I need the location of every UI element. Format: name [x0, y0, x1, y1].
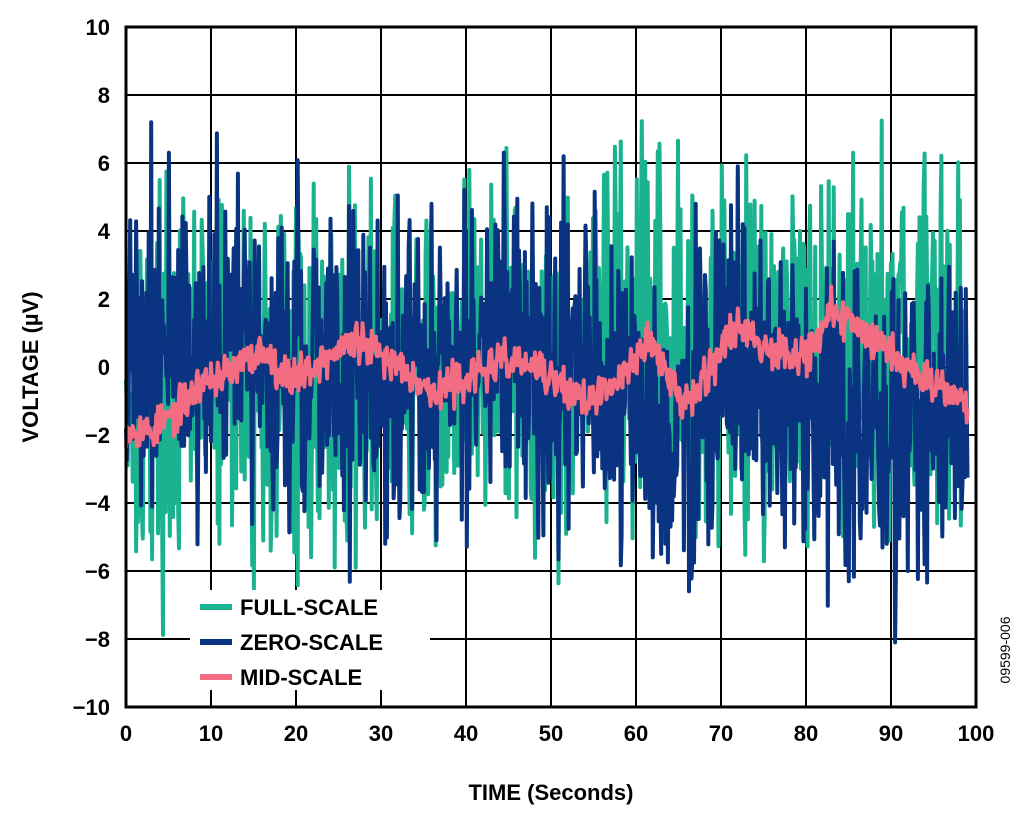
y-tick-label: 8 — [98, 83, 110, 108]
legend: FULL-SCALE ZERO-SCALE MID-SCALE — [200, 595, 383, 690]
x-tick-label: 70 — [709, 721, 733, 746]
x-tick-label: 0 — [120, 721, 132, 746]
legend-label: ZERO-SCALE — [240, 630, 383, 655]
x-tick-label: 10 — [199, 721, 223, 746]
y-tick-label: 10 — [86, 15, 110, 40]
y-tick-label: −8 — [85, 627, 110, 652]
y-tick-label: 0 — [98, 355, 110, 380]
legend-label: FULL-SCALE — [240, 595, 378, 620]
x-tick-label: 80 — [794, 721, 818, 746]
x-tick-label: 50 — [539, 721, 563, 746]
y-axis-title: VOLTAGE (µV) — [18, 291, 43, 442]
plot-frame — [124, 25, 978, 709]
series-line-zero-scale — [124, 120, 970, 645]
y-tick-label: −4 — [85, 491, 111, 516]
x-tick-label: 90 — [879, 721, 903, 746]
y-tick-label: 2 — [98, 287, 110, 312]
x-tick-label: 40 — [454, 721, 478, 746]
x-tick-label: 60 — [624, 721, 648, 746]
figure-id: 09599-006 — [997, 616, 1013, 683]
x-tick-label: 20 — [284, 721, 308, 746]
y-tick-label: −6 — [85, 559, 110, 584]
x-tick-label: 30 — [369, 721, 393, 746]
y-tick-label: 4 — [98, 219, 111, 244]
y-tick-label: −10 — [73, 695, 110, 720]
series-layer — [124, 118, 970, 645]
series-line-mid-scale — [124, 284, 970, 449]
legend-label: MID-SCALE — [240, 665, 362, 690]
y-tick-label: 6 — [98, 151, 110, 176]
x-axis-title: TIME (Seconds) — [468, 780, 633, 805]
x-tick-label: 100 — [958, 721, 995, 746]
y-tick-label: −2 — [85, 423, 110, 448]
